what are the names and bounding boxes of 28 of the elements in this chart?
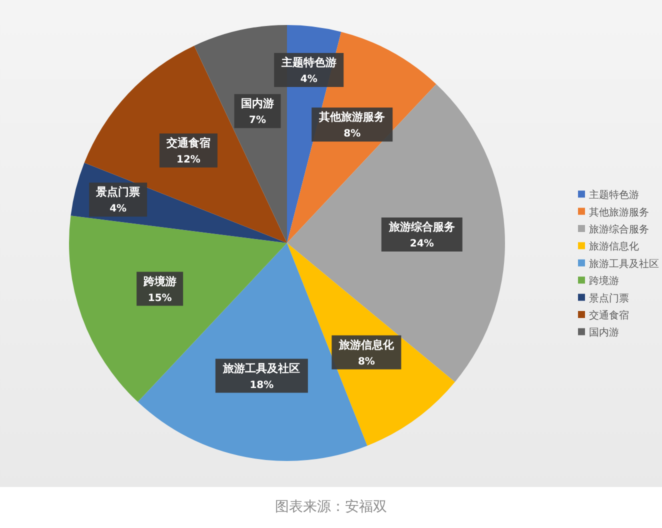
data-label: 4% (300, 74, 318, 85)
data-label: 15% (148, 292, 172, 304)
legend-label: 主题特色游 (589, 189, 639, 202)
slice-label: 旅游综合服务 (388, 220, 455, 234)
legend-label: 交通食宿 (589, 310, 629, 322)
data-label: 24% (410, 238, 434, 250)
slice-label: 旅游信息化 (338, 338, 395, 352)
data-label: 7% (249, 115, 266, 126)
legend-label: 旅游工具及社区 (589, 258, 659, 270)
slice-label: 其他旅游服务 (318, 110, 386, 124)
data-label: 8% (344, 128, 361, 140)
legend-label: 旅游信息化 (589, 240, 639, 253)
legend-label: 跨境游 (589, 275, 619, 288)
legend-label: 旅游综合服务 (589, 224, 649, 236)
slice-label: 景点门票 (95, 186, 140, 199)
slice-label: 国内游 (241, 97, 274, 110)
legend-label: 国内游 (589, 326, 619, 339)
text: 图表来源：安福双 (275, 499, 387, 515)
data-label: 8% (358, 356, 375, 368)
slice-label: 跨境游 (142, 274, 176, 288)
slice-label: 旅游工具及社区 (222, 362, 300, 375)
slice-label: 交通食宿 (165, 136, 210, 150)
legend-label: 其他旅游服务 (589, 206, 649, 218)
data-label: 18% (250, 380, 274, 391)
data-label: 12% (176, 154, 200, 166)
slice-label: 主题特色游 (280, 56, 336, 69)
data-label: 4% (110, 204, 127, 215)
legend-label: 景点门票 (589, 292, 629, 304)
